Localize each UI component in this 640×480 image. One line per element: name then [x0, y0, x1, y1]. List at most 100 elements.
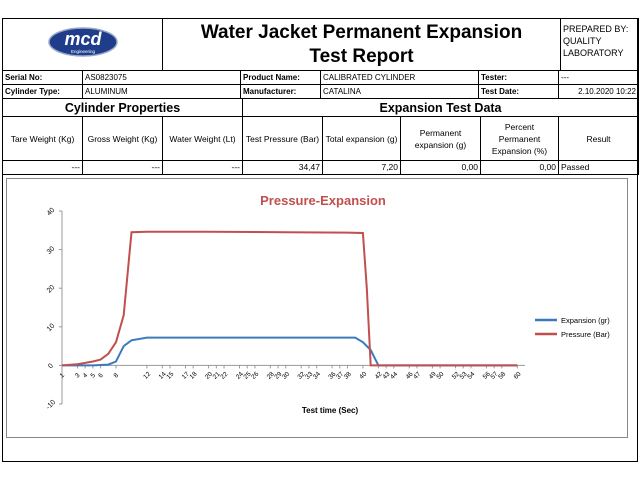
x-tick-label: 22 — [219, 370, 229, 380]
y-tick-label: -10 — [45, 399, 57, 411]
x-tick-label: 3 — [74, 372, 82, 380]
col-test-pressure: Test Pressure (Bar) — [242, 116, 323, 161]
x-tick-label: 46 — [405, 370, 415, 380]
x-tick-label: 37 — [335, 370, 345, 380]
x-tick-label: 40 — [358, 370, 368, 380]
x-tick-label: 30 — [281, 370, 291, 380]
prepared-by-label: PREPARED BY: — [563, 24, 629, 34]
chart-lines — [61, 230, 518, 367]
col-tare-weight: Tare Weight (Kg) — [2, 116, 83, 161]
x-tick-label: 5 — [89, 372, 97, 380]
x-tick-label: 14 — [158, 370, 168, 380]
prepared-by-value-2: LABORATORY — [563, 48, 624, 58]
x-tick-label: 21 — [212, 370, 222, 380]
type-label: Cylinder Type: — [2, 84, 83, 99]
x-tick-label: 34 — [312, 370, 322, 380]
x-tick-label: 42 — [374, 370, 384, 380]
x-axis-label: Test time (Sec) — [302, 406, 359, 415]
x-tick-label: 36 — [327, 370, 337, 380]
col-permanent-expansion: Permanent expansion (g) — [400, 116, 481, 161]
serial-value: AS0823075 — [82, 70, 241, 85]
col-gross-weight: Gross Weight (Kg) — [82, 116, 163, 161]
val-gross-weight: --- — [82, 160, 163, 175]
x-tick-label: 15 — [165, 370, 175, 380]
col-result: Result — [558, 116, 639, 161]
x-tick-label: 6 — [97, 372, 105, 380]
y-tick-label: 10 — [46, 323, 57, 334]
x-tick-label: 20 — [204, 370, 214, 380]
logo-cell: mcd Engineering — [2, 18, 163, 71]
serial-label: Serial No: — [2, 70, 83, 85]
x-tick-label: 32 — [297, 370, 307, 380]
y-tick-label: 20 — [46, 284, 57, 295]
cylinder-info-table: Serial No: AS0823075 Product Name: CALIB… — [2, 70, 639, 99]
x-tick-label: 18 — [189, 370, 199, 380]
report-title: Water Jacket Permanent Expansion Test Re… — [200, 21, 523, 67]
y-tick-label: 0 — [47, 363, 55, 371]
date-label: Test Date: — [478, 84, 559, 99]
chart-title: Pressure-Expansion — [260, 193, 386, 208]
x-tick-label: 50 — [435, 370, 445, 380]
pressure-expansion-chart: Pressure-Expansion -10 0 10 20 30 40 1 3 4 5 6 8 12… — [6, 178, 628, 438]
test-data-column-headers: Tare Weight (Kg) Gross Weight (Kg) Water… — [2, 116, 639, 161]
x-tick-label: 56 — [482, 370, 492, 380]
expansion-test-heading: Expansion Test Data — [242, 98, 639, 117]
x-tick-label: 43 — [381, 370, 391, 380]
x-tick-label: 28 — [266, 370, 276, 380]
legend-label: Expansion (gr) — [561, 316, 610, 325]
val-permanent-expansion: 0,00 — [400, 160, 481, 175]
title-cell: Water Jacket Permanent Expansion Test Re… — [162, 18, 561, 71]
prepared-by-value-1: QUALITY — [563, 36, 602, 46]
section-headers: Cylinder Properties Expansion Test Data — [2, 98, 639, 117]
x-tick-label: 8 — [113, 372, 121, 380]
x-tick-label: 4 — [82, 372, 90, 380]
test-data-values: --- --- --- 34,47 7,20 0,00 0,00 Passed — [2, 160, 639, 175]
x-tick-label: 17 — [181, 370, 191, 380]
prepared-by-cell: PREPARED BY: QUALITY LABORATORY — [560, 18, 639, 71]
tester-value: --- — [558, 70, 639, 85]
y-tick-labels: -10 0 10 20 30 40 — [45, 207, 57, 411]
col-total-expansion: Total expansion (g) — [322, 116, 401, 161]
date-value: 2.10.2020 10:22 — [558, 84, 639, 99]
chart-legend: Expansion (gr) Pressure (Bar) — [535, 316, 610, 339]
val-result: Passed — [558, 160, 639, 175]
val-test-pressure: 34,47 — [242, 160, 323, 175]
x-tick-label: 29 — [273, 370, 283, 380]
manufacturer-value: CATALINA — [320, 84, 479, 99]
x-tick-label: 25 — [243, 370, 253, 380]
x-tick-label: 53 — [459, 370, 469, 380]
x-tick-label: 49 — [428, 370, 438, 380]
product-label: Product Name: — [240, 70, 321, 85]
y-tick-label: 30 — [46, 245, 57, 256]
type-value: ALUMINUM — [82, 84, 241, 99]
tester-label: Tester: — [478, 70, 559, 85]
x-tick-label: 52 — [451, 370, 461, 380]
x-tick-label: 24 — [235, 370, 245, 380]
x-tick-label: 44 — [389, 370, 399, 380]
legend-label: Pressure (Bar) — [561, 330, 610, 339]
logo-text: mcd — [64, 29, 102, 49]
x-tick-label: 57 — [489, 370, 499, 380]
x-tick-label: 1 — [59, 372, 67, 380]
product-value: CALIBRATED CYLINDER — [320, 70, 479, 85]
x-tick-label: 58 — [497, 370, 507, 380]
val-total-expansion: 7,20 — [322, 160, 401, 175]
col-percent-permanent: Percent Permanent Expansion (%) — [480, 116, 559, 161]
x-tick-label: 54 — [466, 370, 476, 380]
y-tick-label: 40 — [46, 207, 57, 218]
cylinder-properties-heading: Cylinder Properties — [2, 98, 243, 117]
x-tick-label: 26 — [250, 370, 260, 380]
report-header: mcd Engineering Water Jacket Permanent E… — [2, 18, 639, 71]
series-line-pressure-bar — [61, 230, 518, 367]
val-water-weight: --- — [162, 160, 243, 175]
x-tick-label: 38 — [343, 370, 353, 380]
val-percent-permanent: 0,00 — [480, 160, 559, 175]
series-line-expansion-gr — [62, 336, 518, 367]
x-tick-label: 12 — [142, 370, 152, 380]
val-tare-weight: --- — [2, 160, 83, 175]
x-tick-label: 60 — [513, 370, 523, 380]
company-logo: mcd Engineering — [47, 27, 118, 57]
x-tick-label: 33 — [304, 370, 314, 380]
